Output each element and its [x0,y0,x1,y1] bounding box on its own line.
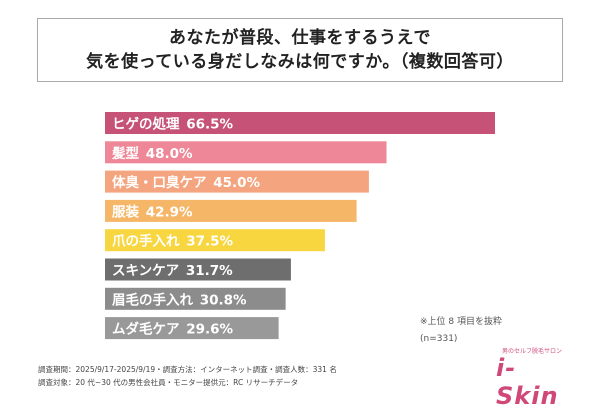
value-label: 29.6% [180,322,234,338]
bar-label-3: 服装 42.9% [112,203,193,220]
logo-brand: i-Skin [496,354,559,410]
bar-3 [105,199,357,222]
i-skin-logo: 男のセルフ脱毛サロン i-Skin [488,346,568,410]
bar-label-0: ヒゲの処理 66.5% [112,116,234,133]
sample-size-note: (n=331) [420,334,458,344]
category-label: 服装 [112,203,139,220]
value-label: 31.7% [179,263,233,279]
bar-label-2: 体臭・口臭ケア 45.0% [112,174,261,191]
title-line-1: あなたが普段、仕事をするうえで [169,28,431,48]
category-label: 眉毛の手入れ [112,291,193,308]
value-label: 45.0% [207,175,261,191]
bar-6 [105,287,286,310]
bar-7 [105,317,279,340]
value-label: 66.5% [180,117,234,133]
category-label: スキンケア [112,263,179,279]
top-items-note: ※上位 8 項目を抜粋 [420,317,502,327]
category-label: ヒゲの処理 [112,116,180,133]
category-label: 爪の手入れ [112,233,180,250]
bar-4 [105,229,325,252]
chart-title: あなたが普段、仕事をするうえで 気を使っている身だしなみは何ですか。（複数回答可… [37,18,563,82]
value-label: 42.9% [139,204,193,220]
title-line-2: 気を使っている身だしなみは何ですか。（複数回答可） [86,52,514,72]
logo-tagline: 男のセルフ脱毛サロン [502,348,563,355]
bar-2 [105,170,369,193]
footer-survey-target: 調査対象：20 代~30 代の男性会社員・モニター提供元：RC リサーチデータ [38,378,299,387]
bar-label-4: 爪の手入れ 37.5% [112,233,234,250]
value-label: 48.0% [139,146,193,162]
category-label: ムダ毛ケア [112,321,180,338]
bar-label-5: スキンケア 31.7% [112,263,233,279]
bar-label-7: ムダ毛ケア 29.6% [112,321,234,338]
value-label: 37.5% [180,234,234,250]
category-label: 体臭・口臭ケア [112,174,207,191]
bar-1 [105,141,387,164]
bar-label-1: 髪型 48.0% [111,145,193,162]
category-label: 髪型 [111,145,139,162]
bar-label-6: 眉毛の手入れ 30.8% [112,291,247,308]
footer-survey-period: 調査期間：2025/9/17-2025/9/19・調査方法：インターネット調査・… [38,365,337,374]
bar-0 [105,112,495,134]
value-label: 30.8% [193,292,247,308]
bar-chart: ヒゲの処理 66.5% 髪型 48.0% 体臭・口臭ケア 45.0% 服装 42.9%… [105,112,495,340]
bar-5 [105,258,291,281]
